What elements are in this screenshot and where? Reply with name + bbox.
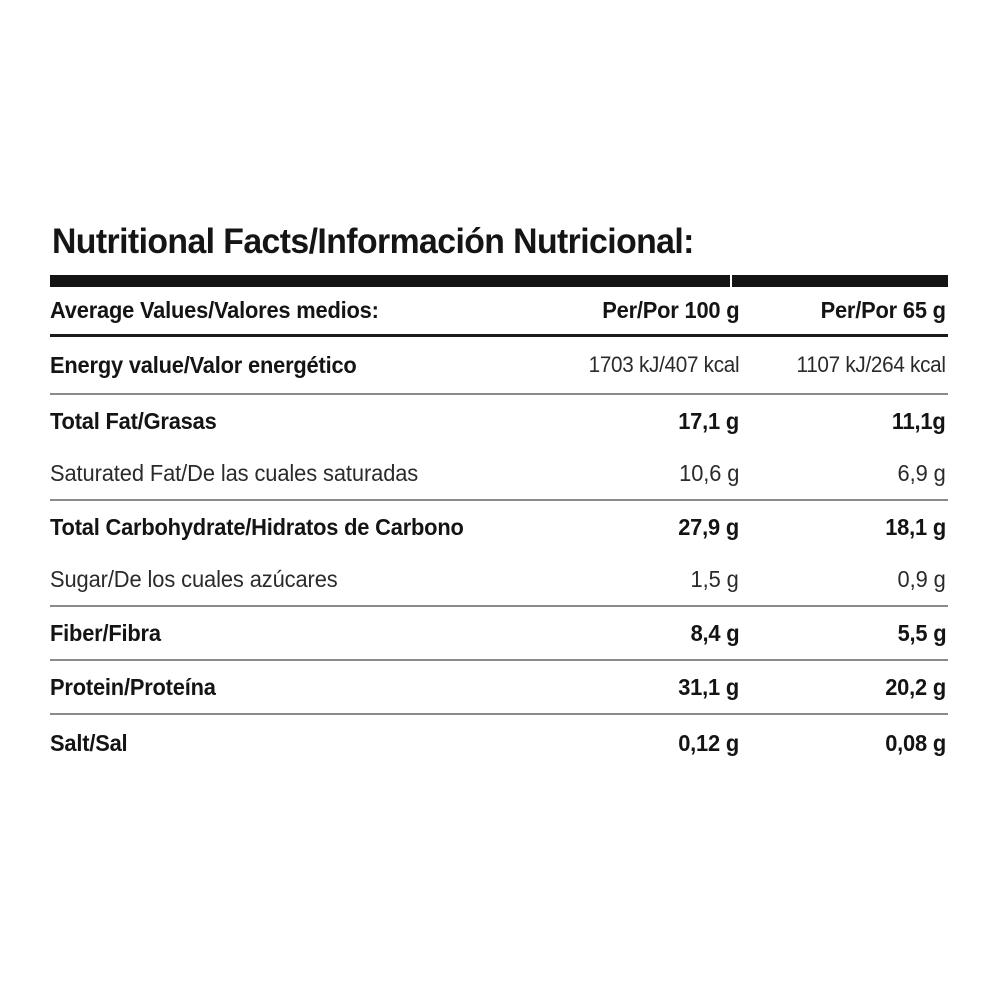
- per-100g-label: Per/Por 100 g: [601, 297, 739, 323]
- row-value: 10,6 g: [678, 459, 739, 486]
- row-value: 17,1 g: [678, 407, 739, 434]
- table-row: Total Fat/Grasas 17,1 g 11,1g: [50, 394, 948, 447]
- row-value: 20,2 g: [885, 673, 946, 700]
- row-value-per-100g: 1,5 g: [570, 553, 760, 607]
- header-cell-label: Average Values/Valores medios:: [50, 287, 570, 337]
- row-value: 1703 kJ/407 kcal: [588, 352, 739, 377]
- row-label-cell: Total Carbohydrate/Hidratos de Carbono: [50, 500, 570, 553]
- row-value: 1,5 g: [690, 565, 739, 592]
- row-value-per-65g: 0,9 g: [760, 553, 948, 607]
- row-value-per-65g: 6,9 g: [760, 447, 948, 501]
- header-cell-per-100g: Per/Por 100 g: [570, 287, 760, 337]
- row-label-cell: Saturated Fat/De las cuales saturadas: [50, 447, 570, 501]
- table-row: Protein/Proteína 31,1 g 20,2 g: [50, 660, 948, 715]
- row-value-per-65g: 0,08 g: [760, 714, 948, 771]
- row-value: 27,9 g: [678, 513, 739, 540]
- page-title: Nutritional Facts/Información Nutriciona…: [52, 222, 694, 261]
- row-value-per-100g: 31,1 g: [570, 660, 760, 715]
- row-label-cell: Sugar/De los cuales azúcares: [50, 553, 570, 607]
- row-value: 18,1 g: [885, 513, 946, 540]
- row-value-per-100g: 10,6 g: [570, 447, 760, 501]
- table-header-row: Average Values/Valores medios: Per/Por 1…: [50, 287, 948, 337]
- row-label-cell: Energy value/Valor energético: [50, 335, 570, 395]
- row-value: 6,9 g: [897, 459, 946, 486]
- row-label: Total Carbohydrate/Hidratos de Carbono: [50, 513, 464, 540]
- table-row: Salt/Sal 0,12 g 0,08 g: [50, 714, 948, 771]
- row-value-per-100g: 8,4 g: [570, 606, 760, 661]
- row-value: 1107 kJ/264 kcal: [796, 352, 946, 377]
- row-value: 8,4 g: [690, 619, 739, 646]
- row-label-cell: Fiber/Fibra: [50, 606, 570, 661]
- row-value-per-65g: 20,2 g: [760, 660, 948, 715]
- row-label: Fiber/Fibra: [50, 619, 161, 646]
- table-row: Sugar/De los cuales azúcares 1,5 g 0,9 g: [50, 553, 948, 607]
- row-value-per-65g: 1107 kJ/264 kcal: [760, 335, 948, 395]
- table-row: Energy value/Valor energético 1703 kJ/40…: [50, 335, 948, 395]
- per-65g-label: Per/Por 65 g: [820, 297, 946, 323]
- table-row: Fiber/Fibra 8,4 g 5,5 g: [50, 606, 948, 661]
- row-label: Saturated Fat/De las cuales saturadas: [50, 459, 419, 486]
- row-value: 0,08 g: [885, 729, 946, 756]
- row-value: 31,1 g: [678, 673, 739, 700]
- table-row: Total Carbohydrate/Hidratos de Carbono 2…: [50, 500, 948, 553]
- row-label-cell: Protein/Proteína: [50, 660, 570, 715]
- row-label-cell: Salt/Sal: [50, 714, 570, 771]
- row-value-per-100g: 0,12 g: [570, 714, 760, 771]
- row-label: Protein/Proteína: [50, 673, 216, 700]
- heavy-rule-notch: [730, 275, 732, 287]
- row-label: Energy value/Valor energético: [50, 351, 357, 378]
- row-value-per-65g: 5,5 g: [760, 606, 948, 661]
- table-row: Saturated Fat/De las cuales saturadas 10…: [50, 447, 948, 501]
- row-value: 0,9 g: [897, 565, 946, 592]
- row-value-per-100g: 1703 kJ/407 kcal: [570, 335, 760, 395]
- row-value-per-100g: 17,1 g: [570, 394, 760, 447]
- row-value: 0,12 g: [678, 729, 739, 756]
- row-value: 5,5 g: [897, 619, 946, 646]
- nutrition-facts-table: Average Values/Valores medios: Per/Por 1…: [50, 287, 948, 771]
- nutritional-facts-panel: Nutritional Facts/Información Nutriciona…: [50, 224, 950, 771]
- row-value: 11,1g: [892, 407, 946, 434]
- row-value-per-65g: 18,1 g: [760, 500, 948, 553]
- row-label: Sugar/De los cuales azúcares: [50, 565, 338, 592]
- header-cell-per-65g: Per/Por 65 g: [760, 287, 948, 337]
- row-value-per-100g: 27,9 g: [570, 500, 760, 553]
- row-label: Total Fat/Grasas: [50, 407, 217, 434]
- row-value-per-65g: 11,1g: [760, 394, 948, 447]
- row-label-cell: Total Fat/Grasas: [50, 394, 570, 447]
- row-label: Salt/Sal: [50, 729, 128, 756]
- table-top-heavy-rule: [50, 275, 948, 287]
- average-values-label: Average Values/Valores medios:: [50, 297, 379, 323]
